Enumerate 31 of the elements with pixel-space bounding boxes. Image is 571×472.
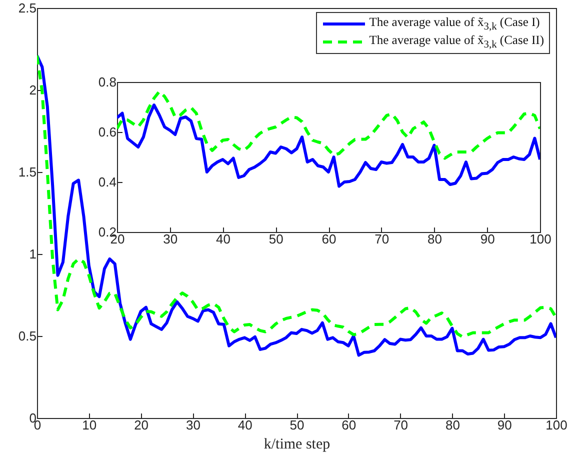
line-series bbox=[117, 104, 540, 188]
x-tick-label: 100 bbox=[530, 232, 552, 246]
y-tick-label: 0.6 bbox=[98, 124, 116, 140]
y-tick-label: 0.5 bbox=[18, 328, 36, 344]
x-tick-label: 80 bbox=[445, 418, 460, 432]
x-tick-label: 90 bbox=[480, 232, 495, 246]
x-axis-title: k/time step bbox=[264, 436, 330, 452]
x-tick-label: 100 bbox=[546, 418, 568, 432]
x-tick-label: 80 bbox=[428, 232, 442, 246]
x-tick-label: 40 bbox=[238, 418, 252, 432]
y-tick-label: 2.5 bbox=[18, 0, 36, 16]
x-tick-label: 60 bbox=[342, 418, 356, 432]
x-tick-label: 10 bbox=[82, 418, 97, 432]
x-tick-label: 70 bbox=[374, 232, 390, 246]
x-tick-label: 30 bbox=[163, 232, 178, 246]
x-tick-label: 50 bbox=[290, 418, 304, 432]
x-tick-label: 90 bbox=[497, 418, 512, 432]
x-tick-label: 70 bbox=[394, 418, 408, 432]
legend-label: The average value of x̃$_{3,k}$ (Case I) bbox=[369, 15, 540, 33]
x-tick-label: 40 bbox=[216, 232, 230, 246]
x-tick-label: 60 bbox=[322, 232, 336, 246]
line-series bbox=[117, 90, 540, 160]
y-tick-label: 0.8 bbox=[98, 74, 116, 90]
y-tick-label: 2 bbox=[29, 82, 36, 98]
y-tick-label: 1.5 bbox=[18, 164, 36, 180]
y-tick-label: 1 bbox=[29, 246, 36, 262]
x-tick-label: 30 bbox=[186, 418, 200, 432]
x-tick-label: 20 bbox=[134, 418, 149, 432]
x-tick-label: 50 bbox=[268, 232, 284, 246]
y-tick-label: 0.4 bbox=[98, 174, 116, 190]
legend-label: The average value of x̃$_{3,k}$ (Case II) bbox=[369, 33, 544, 51]
